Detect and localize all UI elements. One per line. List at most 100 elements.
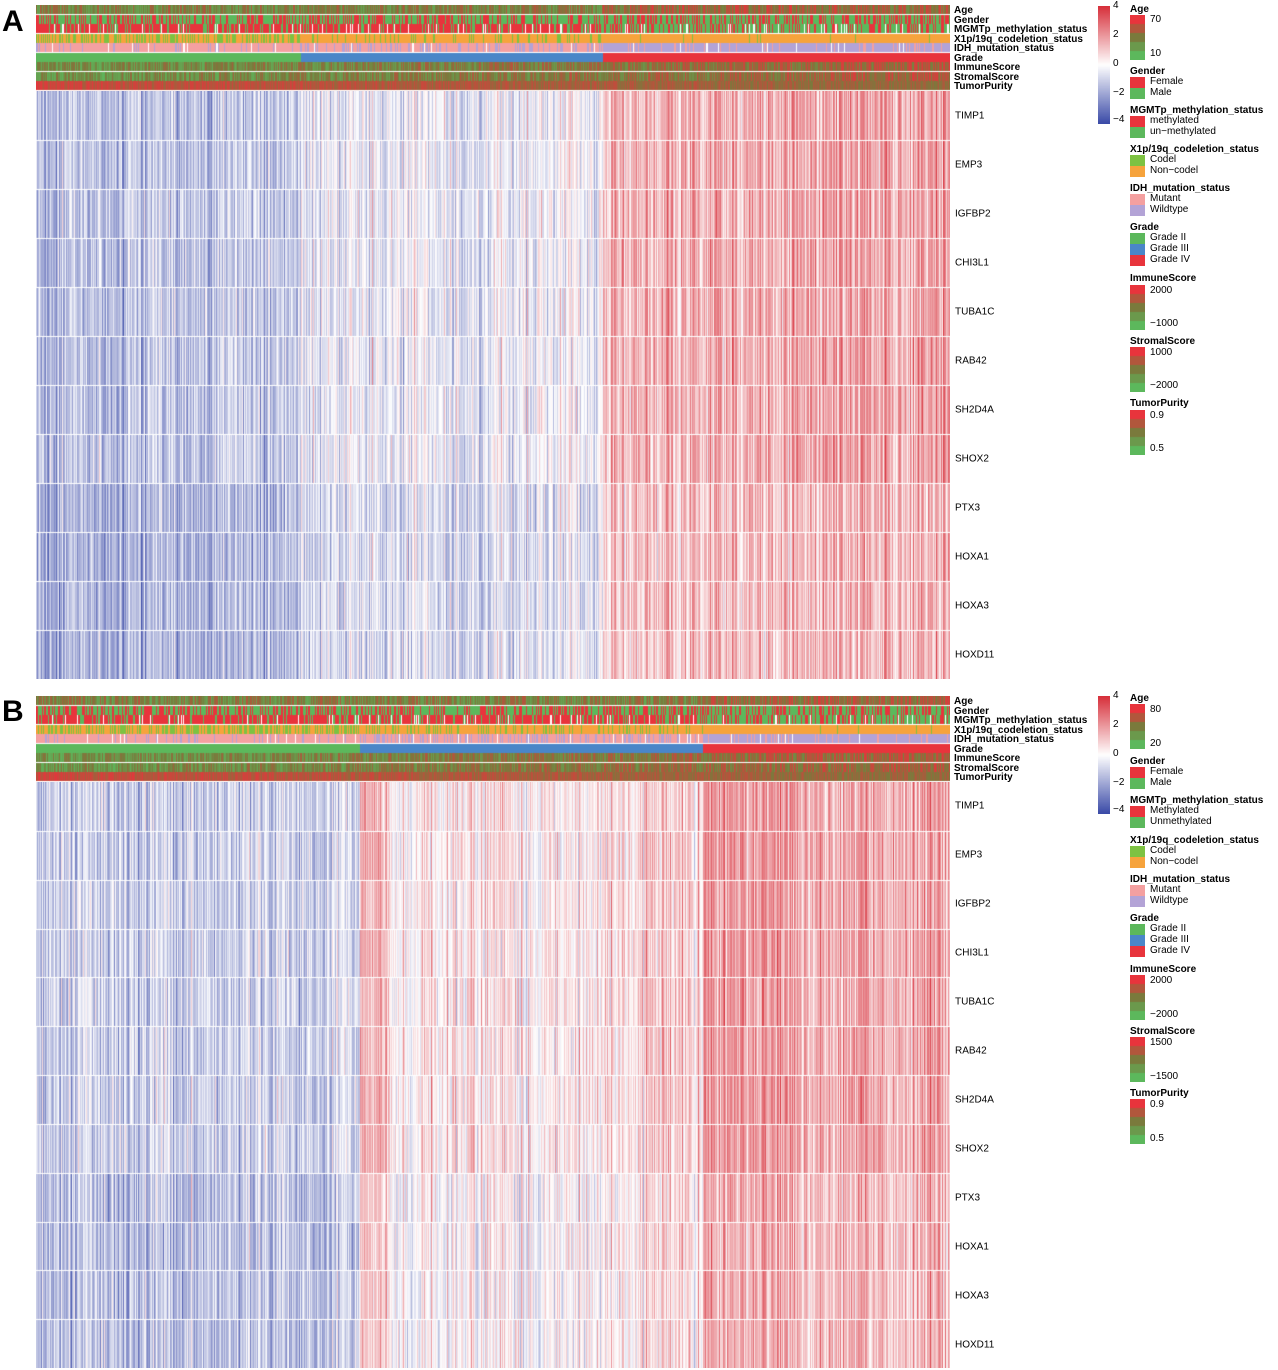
legend-purity-high: 0.9 xyxy=(1150,1099,1164,1110)
legend-title-idh: IDH_mutation_status xyxy=(1130,874,1231,885)
ann-label-idh: IDH_mutation_status xyxy=(954,734,1055,745)
annotation-tracks-a xyxy=(36,5,950,91)
legend-swatch-methylated xyxy=(1130,806,1145,817)
legend-stromal-low: −2000 xyxy=(1150,380,1179,391)
ann-label-age: Age xyxy=(954,696,973,707)
gene-label: TIMP1 xyxy=(955,800,985,812)
legend-item: Wildtype xyxy=(1150,895,1189,906)
legend-gradient-stromal xyxy=(1130,347,1145,392)
legend-item: Methylated xyxy=(1150,805,1199,816)
scale-tick: −4 xyxy=(1113,804,1125,815)
gene-label: CHI3L1 xyxy=(955,257,989,269)
expression-heatmap-a xyxy=(36,91,950,679)
legend-item: Non−codel xyxy=(1150,165,1199,176)
scale-tick: −4 xyxy=(1113,114,1125,125)
legend-swatch-mutant xyxy=(1130,885,1145,896)
legend-gradient-purity xyxy=(1130,1099,1145,1144)
scale-tick: 0 xyxy=(1113,748,1119,759)
legend-immune-high: 2000 xyxy=(1150,285,1173,296)
legend-swatch-codel xyxy=(1130,846,1145,857)
legend-item: Grade II xyxy=(1150,923,1187,934)
legend-item: Grade IV xyxy=(1150,945,1191,956)
ann-label-idh: IDH_mutation_status xyxy=(954,43,1055,54)
gene-label: HOXD11 xyxy=(955,1339,995,1351)
panel-letter-b: B xyxy=(2,695,24,728)
ann-label-purity: TumorPurity xyxy=(954,772,1013,783)
ann-label-stromal: StromalScore xyxy=(954,762,1020,774)
gene-label: SH2D4A xyxy=(955,1094,994,1106)
legend-swatch-grade4 xyxy=(1130,255,1145,266)
legend-swatch-male xyxy=(1130,88,1145,99)
legend-item: Grade III xyxy=(1150,934,1189,945)
legend-item: Non−codel xyxy=(1150,856,1199,867)
legend-swatch-unmethylated xyxy=(1130,817,1145,828)
legend-item: Male xyxy=(1150,777,1172,788)
legend-stromal-low: −1500 xyxy=(1150,1071,1179,1082)
ann-label-immune: ImmuneScore xyxy=(954,62,1021,73)
legend-swatch-codel xyxy=(1130,155,1145,166)
legend-purity-low: 0.5 xyxy=(1150,443,1164,454)
gene-label: EMP3 xyxy=(955,159,983,171)
legend-swatch-grade2 xyxy=(1130,233,1145,244)
legend-stromal-high: 1500 xyxy=(1150,1037,1173,1048)
legend-swatch-grade4 xyxy=(1130,946,1145,957)
expression-colorbar-a xyxy=(1098,6,1110,124)
scale-tick: 0 xyxy=(1113,58,1119,69)
legend-item: un−methylated xyxy=(1150,126,1216,137)
legend-item: Mutant xyxy=(1150,884,1181,895)
legend-item: Female xyxy=(1150,76,1184,87)
legend-item: Codel xyxy=(1150,154,1177,165)
gene-label: HOXA3 xyxy=(955,600,989,612)
legend-item: Codel xyxy=(1150,845,1177,856)
gene-label: RAB42 xyxy=(955,1045,987,1057)
ann-label-codeletion: X1p/19q_codeletion_status xyxy=(954,724,1083,736)
legend-gradient-stromal xyxy=(1130,1037,1145,1082)
legend-title-codeletion: X1p/19q_codeletion_status xyxy=(1130,835,1259,846)
legend-age-low: 10 xyxy=(1150,48,1162,59)
ann-label-grade: Grade xyxy=(954,52,983,64)
legend-item: Grade II xyxy=(1150,232,1187,243)
gene-label: HOXA1 xyxy=(955,551,989,563)
legend-swatch-grade3 xyxy=(1130,935,1145,946)
legend-purity-high: 0.9 xyxy=(1150,410,1164,421)
panel-letter-a: A xyxy=(2,5,24,38)
legend-title-grade: Grade xyxy=(1130,913,1159,924)
gene-label: IGFBP2 xyxy=(955,898,991,910)
legend-title-gender: Gender xyxy=(1130,66,1166,77)
gene-label: TUBA1C xyxy=(955,996,995,1008)
expression-colorbar-b xyxy=(1098,696,1110,814)
legend-swatch-unmethylated xyxy=(1130,127,1145,138)
legend-title-immune: ImmuneScore xyxy=(1130,273,1197,284)
legend-item: Grade III xyxy=(1150,243,1189,254)
scale-tick: 2 xyxy=(1113,719,1119,730)
ann-label-immune: ImmuneScore xyxy=(954,753,1021,764)
gene-label: HOXD11 xyxy=(955,649,995,661)
gene-label: RAB42 xyxy=(955,355,987,367)
ann-label-gender: Gender xyxy=(954,14,990,26)
legend-title-gender: Gender xyxy=(1130,756,1166,767)
gene-label: PTX3 xyxy=(955,502,981,514)
legend-item: Male xyxy=(1150,87,1172,98)
legend-gradient-age xyxy=(1130,15,1145,60)
legend-swatch-noncodel xyxy=(1130,857,1145,868)
legend-item: Female xyxy=(1150,766,1184,777)
gene-label: IGFBP2 xyxy=(955,208,991,220)
legend-immune-low: −2000 xyxy=(1150,1009,1179,1020)
legend-age-high: 70 xyxy=(1150,14,1162,25)
gene-label: PTX3 xyxy=(955,1192,981,1204)
annotation-tracks-b xyxy=(36,696,950,782)
gene-label: TUBA1C xyxy=(955,306,995,318)
legend-purity-low: 0.5 xyxy=(1150,1133,1164,1144)
scale-tick: −2 xyxy=(1113,777,1125,788)
gene-label: HOXA3 xyxy=(955,1290,989,1302)
legend-title-age: Age xyxy=(1130,4,1149,15)
ann-label-grade: Grade xyxy=(954,743,983,755)
ann-label-codeletion: X1p/19q_codeletion_status xyxy=(954,33,1083,45)
legend-title-purity: TumorPurity xyxy=(1130,1088,1189,1099)
gene-label: CHI3L1 xyxy=(955,947,989,959)
gene-label: SHOX2 xyxy=(955,453,989,465)
legend-title-immune: ImmuneScore xyxy=(1130,964,1197,975)
legend-swatch-wildtype xyxy=(1130,205,1145,216)
legend-immune-low: −1000 xyxy=(1150,318,1179,329)
legend-stromal-high: 1000 xyxy=(1150,347,1173,358)
